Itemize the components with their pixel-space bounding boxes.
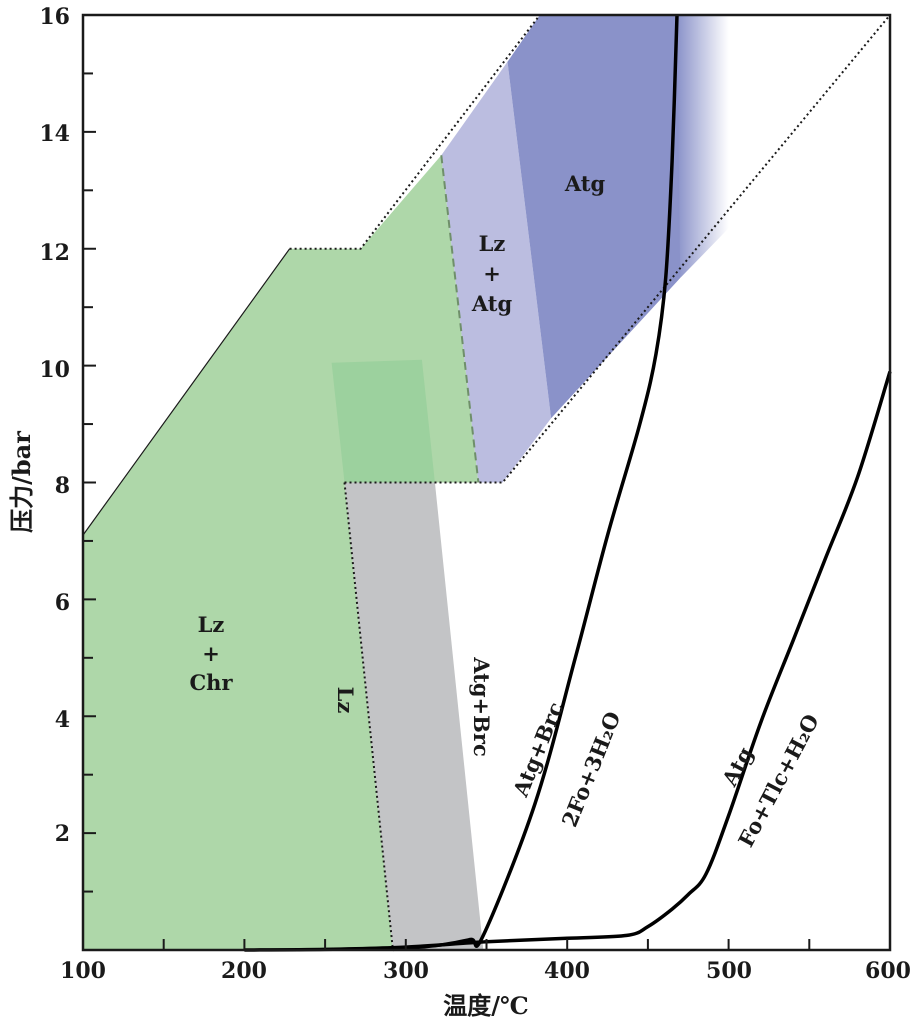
boundary-thin [82,248,291,536]
y-tick-labels: 2 4 6 8 10 12 14 16 [39,4,70,847]
x-tick-label: 500 [706,958,752,984]
reaction-curves [244,14,892,952]
y-tick-label: 16 [39,4,70,30]
region-gray [344,482,484,950]
region-boundaries [82,14,891,951]
lz-atg-label: Lz + Atg [471,231,513,316]
region-blue [507,15,726,419]
y-axis-title: 压力/bar [7,431,36,533]
x-tick-labels: 100 200 300 400 500 600 [60,958,911,984]
y-tick-label: 10 [39,357,70,383]
y-tick-label: 14 [39,121,70,147]
x-tick-label: 300 [383,958,429,984]
y-tick-label: 2 [55,821,70,847]
atg-label: Atg [564,171,606,196]
atg-fade-band [677,15,729,278]
atg-fo-tlc-reaction-curve [244,370,892,952]
x-axis-title: 温度/℃ [443,991,529,1020]
fo-tlc-curve-label: Fo+Tlc+H₂O [733,710,824,851]
boundary-dotted [343,482,394,951]
atg-brc-boundary-label: Atg+Brc [469,656,494,757]
x-tick-label: 400 [544,958,590,984]
lz-chr-label: Lz + Chr [189,612,233,695]
phase-regions [83,15,726,951]
atg-brc-reaction-curve [392,14,679,952]
lz-chr-label-line: Chr [189,670,233,695]
lz-chr-label-line: Lz [198,612,225,637]
x-tick-label: 600 [865,958,911,984]
y-tick-label: 12 [39,240,70,266]
boundary-dashed [440,155,480,483]
region-green_dark [331,359,435,483]
boundary-dotted [289,14,541,250]
region-lavender [441,61,552,483]
axis-ticks [83,72,811,950]
x-tick-label: 200 [221,958,267,984]
lz-chr-label-line: + [202,641,220,666]
y-tick-label: 4 [55,707,70,733]
region-green [83,155,479,951]
atg-brc-curve-label: Atg+Brc [507,698,568,801]
lz-atg-label-line: Atg [471,291,513,316]
fo-h2o-curve-label: 2Fo+3H₂O [557,708,626,830]
x-tick-label: 100 [60,958,106,984]
y-tick-label: 8 [55,473,70,499]
lz-atg-label-line: Lz [479,231,506,256]
lz-boundary-label: Lz [333,687,358,714]
y-tick-label: 6 [55,590,70,616]
lz-atg-label-line: + [483,261,501,286]
